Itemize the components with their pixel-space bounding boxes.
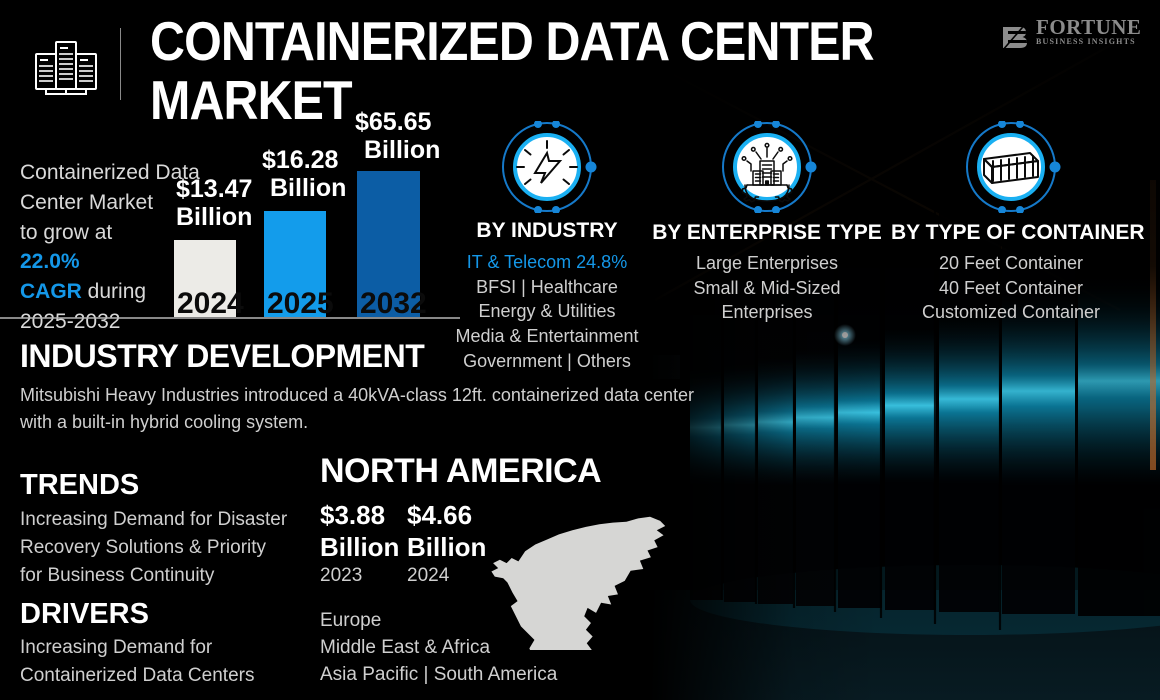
- svg-text:Billion: Billion: [270, 174, 346, 202]
- svg-text:2025: 2025: [267, 287, 334, 320]
- svg-text:Billion: Billion: [176, 203, 252, 231]
- svg-text:$16.28: $16.28: [262, 146, 339, 174]
- svg-text:$13.47: $13.47: [176, 175, 252, 203]
- svg-text:2024: 2024: [177, 287, 244, 320]
- svg-text:2032: 2032: [360, 287, 427, 320]
- svg-text:$65.65: $65.65: [355, 108, 432, 136]
